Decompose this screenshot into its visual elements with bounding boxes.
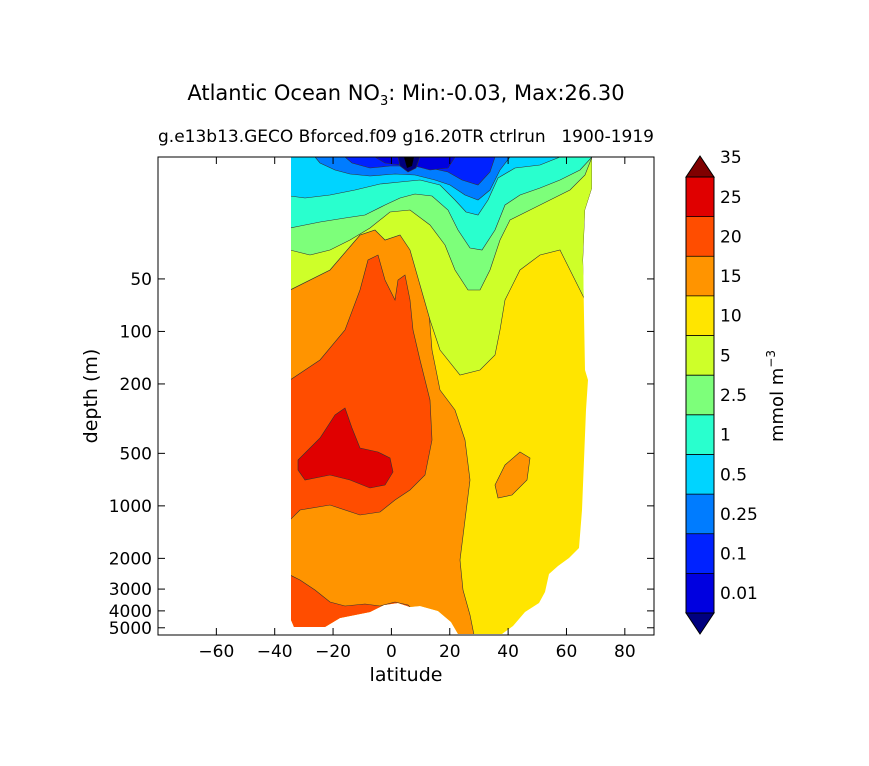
colorbar-segment	[686, 256, 714, 296]
contour-band-below-min	[404, 157, 414, 168]
colorbar-tick-label: 0.25	[720, 505, 758, 525]
colorbar-segment	[686, 335, 714, 376]
colorbar-extend-max	[685, 155, 715, 178]
x-tick-label: −60	[198, 642, 234, 662]
colorbar-tick-label: 0.1	[720, 545, 747, 565]
colorbar-segment	[686, 454, 714, 495]
x-tick-label: 0	[386, 642, 397, 662]
colorbar-tick-label: 0.01	[720, 584, 758, 604]
colorbar-tick-label: 20	[720, 227, 742, 247]
colorbar-segment	[686, 494, 714, 534]
y-tick-label: 2000	[109, 549, 152, 569]
y-tick-label: 3000	[109, 580, 152, 600]
colorbar: 0.01 0.1 0.25 0.5 1 2.5 5 10 15 20 25 35 mmol m−3	[685, 148, 788, 635]
x-tick-label: 80	[614, 642, 636, 662]
colorbar-tick-label: 25	[720, 188, 742, 208]
colorbar-segment	[686, 414, 714, 455]
x-tick-label: 40	[497, 642, 519, 662]
plot-area: −60 −40 −20 0 20 40 60 80 50 100 200 500 1000 2000 30…	[109, 156, 655, 662]
plot-frame	[157, 156, 655, 636]
y-axis-label: depth (m)	[80, 349, 102, 444]
colorbar-tick-label: 10	[720, 307, 742, 327]
y-tick-label: 5000	[109, 619, 152, 639]
colorbar-label: mmol m−3	[764, 350, 788, 442]
colorbar-tick-label: 5	[720, 346, 731, 366]
x-axis-label: latitude	[370, 664, 443, 686]
x-tick-label: 60	[556, 642, 578, 662]
y-tick-label: 200	[120, 375, 152, 395]
y-tick-label: 1000	[109, 497, 152, 517]
y-tick-label: 4000	[109, 602, 152, 622]
x-tick-label: −20	[315, 642, 351, 662]
colorbar-segment	[686, 295, 714, 336]
contour-band-15-20-north	[494, 451, 531, 499]
x-tick-label: 20	[439, 642, 461, 662]
contour-band-0.1-0.25	[344, 157, 496, 186]
x-tick-label: −40	[257, 642, 293, 662]
colorbar-tick-label: 2.5	[720, 386, 747, 406]
colorbar-segment	[686, 533, 714, 574]
y-tick-label: 500	[120, 444, 152, 464]
chart-title: Atlantic Ocean NO3: Min:-0.03, Max:26.30	[187, 81, 624, 109]
y-tick-label: 100	[120, 322, 152, 342]
chart-period: 1900-1919	[561, 127, 654, 147]
colorbar-tick-label: 35	[720, 148, 742, 168]
contour-field	[291, 157, 592, 634]
colorbar-segment	[686, 375, 714, 415]
colorbar-segment	[686, 216, 714, 257]
x-axis: −60 −40 −20 0 20 40 60 80	[198, 157, 636, 662]
colorbar-extend-min	[685, 612, 715, 635]
y-tick-label: 50	[130, 270, 152, 290]
colorbar-segment	[686, 177, 714, 217]
contour-band-25-35	[297, 407, 394, 489]
colorbar-tick-label: 15	[720, 267, 742, 287]
colorbar-tick-label: 0.5	[720, 465, 747, 485]
chart-subtitle: g.e13b13.GECO Bforced.f09 g16.20TR ctrlr…	[158, 127, 546, 147]
colorbar-tick-label: 1	[720, 426, 731, 446]
colorbar-segment	[686, 573, 714, 613]
